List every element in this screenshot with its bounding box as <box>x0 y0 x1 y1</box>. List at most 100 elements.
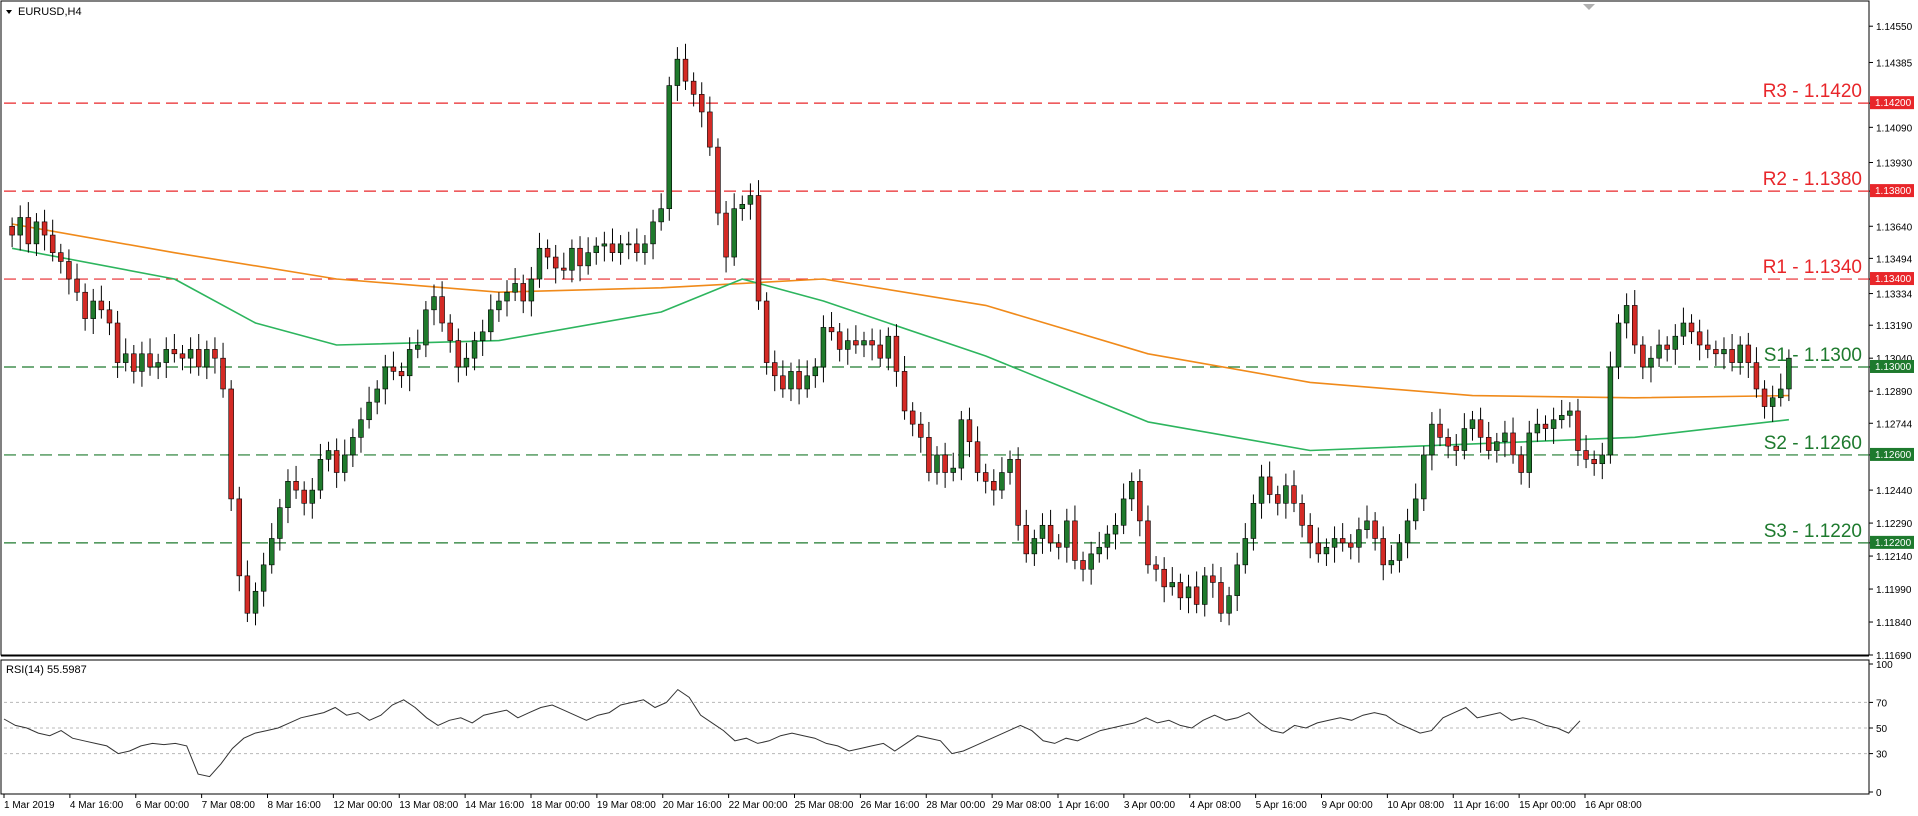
candle-body <box>1275 494 1281 504</box>
candle-body <box>909 410 916 425</box>
candle-body <box>1007 459 1013 473</box>
candle-body <box>1672 335 1679 350</box>
scroll-marker-icon[interactable] <box>1583 4 1595 10</box>
candle-body <box>147 353 153 368</box>
candle-body <box>999 472 1005 491</box>
candle-body <box>869 340 875 346</box>
time-tick-label: 3 Apr 00:00 <box>1124 800 1176 811</box>
level-price-tag-label: 1.13400 <box>1875 274 1912 285</box>
candle-body <box>1242 538 1249 566</box>
candle-body <box>1696 331 1703 346</box>
price-tick-label: 1.11690 <box>1876 651 1912 662</box>
candle-body <box>471 340 478 359</box>
time-tick-label: 15 Apr 00:00 <box>1519 800 1576 811</box>
candle-body <box>625 243 632 246</box>
candle-body <box>195 349 202 368</box>
candle-body <box>252 590 259 614</box>
candle-body <box>552 256 559 269</box>
candle-body <box>1656 344 1662 359</box>
candle-body <box>650 221 656 245</box>
candle-body <box>1550 419 1557 429</box>
candle-body <box>1429 423 1435 456</box>
candle-body <box>1218 582 1224 614</box>
candle-body <box>1177 582 1184 599</box>
candle-body <box>593 245 599 253</box>
candle-body <box>1688 322 1695 333</box>
candle-body <box>528 278 535 302</box>
candle-body <box>601 243 608 247</box>
candle-body <box>1388 560 1395 566</box>
candle-body <box>82 291 88 319</box>
rsi-tick-label: 70 <box>1876 698 1888 709</box>
candle-body <box>1583 450 1589 460</box>
level-price-tag-label: 1.14200 <box>1875 98 1912 109</box>
candle-body <box>350 437 356 456</box>
candle-body <box>1721 349 1727 355</box>
candle-body <box>1664 344 1670 350</box>
rsi-tick-label: 30 <box>1876 750 1888 761</box>
candle-body <box>58 252 64 262</box>
candle-body <box>828 327 835 333</box>
level-price-tag <box>1870 359 1914 373</box>
price-tick-label: 1.11840 <box>1876 618 1912 629</box>
candle-body <box>658 208 664 223</box>
candle-body <box>325 450 332 460</box>
candle-body <box>674 58 681 86</box>
candle-body <box>544 247 551 258</box>
candle-body <box>139 353 145 372</box>
candle-body <box>1526 432 1533 473</box>
candle-body <box>455 340 462 368</box>
candle-body <box>49 234 56 253</box>
candle-body <box>763 300 770 363</box>
candle-body <box>666 85 673 209</box>
symbol-label: EURUSD,H4 <box>18 6 82 18</box>
candle-body <box>788 371 794 390</box>
candle-body <box>285 481 291 508</box>
candle-body <box>1753 362 1760 390</box>
candle-body <box>1607 366 1614 456</box>
candle-body <box>861 340 867 346</box>
candle-body <box>796 371 802 390</box>
candle-body <box>1421 454 1427 500</box>
time-tick-label: 4 Mar 16:00 <box>70 800 124 811</box>
candle-body <box>577 247 583 267</box>
candle-body <box>1705 344 1711 350</box>
candle-body <box>1786 357 1792 390</box>
candle-body <box>1510 432 1516 456</box>
time-axis: 1 Mar 2019 4 Mar 16:00 6 Mar 00:00 7 Mar 08… <box>3 794 1642 811</box>
time-tick-label: 4 Apr 08:00 <box>1190 800 1242 811</box>
time-tick-label: 13 Mar 08:00 <box>399 800 458 811</box>
candle-body <box>1412 498 1419 522</box>
candle-body <box>1348 542 1354 548</box>
level-label: R2 - 1.1380 <box>1763 169 1862 190</box>
candle-body <box>520 283 526 302</box>
candle-body <box>1080 560 1086 570</box>
price-tick-label: 1.12744 <box>1876 419 1913 430</box>
candle-body <box>398 371 405 377</box>
time-tick-label: 20 Mar 16:00 <box>663 800 722 811</box>
candle-body <box>982 472 989 482</box>
rsi-tick-label: 50 <box>1876 724 1888 735</box>
level-label: R3 - 1.1420 <box>1763 81 1862 102</box>
price-panel <box>0 0 1870 656</box>
level-label: R1 - 1.1340 <box>1763 257 1862 278</box>
price-tick-label: 1.12890 <box>1876 387 1913 398</box>
candle-body <box>1615 322 1622 368</box>
time-tick-label: 9 Apr 00:00 <box>1322 800 1374 811</box>
candle-body <box>609 243 616 253</box>
candle-body <box>406 349 413 377</box>
support-resistance-levels: R3 - 1.1420 R2 - 1.1380 R1 - 1.1340 S1 - 1.… <box>4 81 1869 544</box>
candle-body <box>1161 568 1167 588</box>
chevron-down-icon[interactable] <box>6 10 12 14</box>
candle-body <box>90 300 96 319</box>
candle-body <box>479 331 486 341</box>
candle-body <box>98 300 105 311</box>
candle-body <box>739 203 746 209</box>
candle-body <box>122 353 129 363</box>
candle-body <box>114 322 121 363</box>
candle-body <box>342 454 348 473</box>
candle-body <box>1575 410 1581 451</box>
candle-body <box>1396 542 1403 561</box>
candle-body <box>853 340 859 346</box>
